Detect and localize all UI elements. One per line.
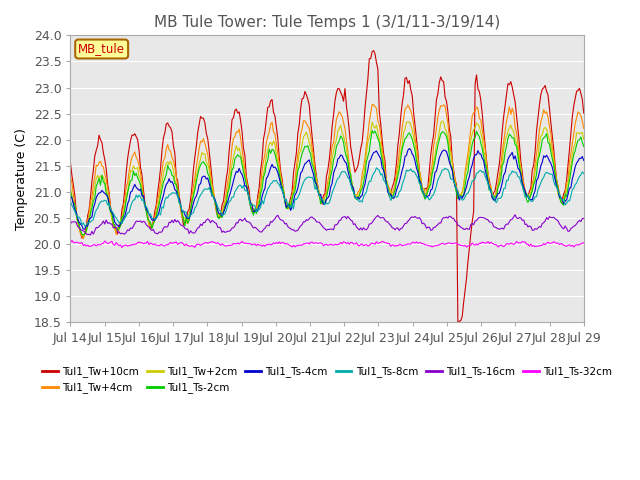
Y-axis label: Temperature (C): Temperature (C) [15, 128, 28, 230]
Legend: Tul1_Tw+10cm, Tul1_Tw+4cm, Tul1_Tw+2cm, Tul1_Ts-2cm, Tul1_Ts-4cm, Tul1_Ts-8cm, T: Tul1_Tw+10cm, Tul1_Tw+4cm, Tul1_Tw+2cm, … [38, 362, 616, 397]
Text: MB_tule: MB_tule [78, 43, 125, 56]
Title: MB Tule Tower: Tule Temps 1 (3/1/11-3/19/14): MB Tule Tower: Tule Temps 1 (3/1/11-3/19… [154, 15, 500, 30]
